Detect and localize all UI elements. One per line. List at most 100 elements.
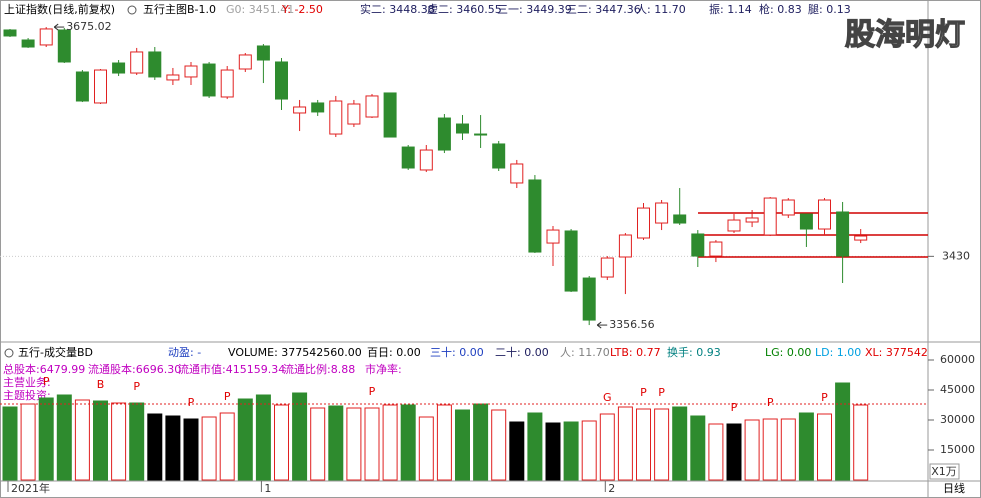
candle-body (854, 235, 868, 241)
x-tick-label: 2 (608, 482, 615, 495)
unit-box (929, 463, 960, 480)
signal-marker: P (369, 385, 376, 398)
volume-bar (853, 404, 869, 481)
volume-bar (74, 399, 90, 481)
candle-body (763, 197, 777, 236)
candle-body (39, 28, 53, 46)
volume-bar (20, 403, 36, 481)
y-tick-label: 15000 (940, 443, 975, 456)
volume-header-item: 百日: 0.00 (367, 346, 421, 359)
volume-bar (744, 419, 760, 481)
volume-bar (762, 418, 778, 481)
volume-bar (93, 400, 108, 481)
signal-marker: P (188, 396, 195, 409)
info-text: 流通比例:8.88 (283, 362, 355, 376)
volume-bar (183, 418, 199, 481)
volume-bar (780, 418, 796, 481)
header-item: Y: -2.50 (281, 3, 323, 16)
candle-body (112, 62, 126, 74)
candle-body (474, 133, 488, 136)
menu-icon[interactable] (4, 348, 14, 358)
volume-bar (455, 409, 470, 481)
volume-bar (2, 406, 18, 481)
volume-bar (255, 394, 271, 481)
volume-bar (581, 420, 597, 481)
signal-marker: P (658, 386, 665, 399)
volume-bar (545, 422, 561, 481)
candle-body (655, 202, 669, 224)
volume-bar (726, 423, 742, 481)
header-item: 上证指数(日线,前复权) (4, 2, 115, 16)
candle-body (275, 61, 288, 100)
volume-bar (237, 398, 253, 481)
candle-body (637, 207, 650, 239)
candle-body (419, 149, 433, 171)
candle-body (745, 217, 759, 223)
candle-body (293, 106, 307, 114)
candle-body (691, 233, 705, 257)
volume-bar (672, 406, 688, 481)
info-text: 市净率: (365, 362, 402, 376)
volume-bar (292, 392, 308, 481)
volume-bar (817, 413, 832, 481)
annotation-arrowhead (53, 23, 59, 31)
candle-body (329, 100, 343, 135)
candle-body (184, 65, 198, 78)
volume-header-item: LD: 1.00 (815, 346, 861, 359)
x-axis-label: 日线 (943, 481, 965, 495)
candle-body (546, 229, 560, 244)
signal-marker: G (603, 391, 612, 404)
header-item: 五行主图B-1.0 (143, 3, 216, 16)
x-tick-label: 1 (264, 482, 271, 495)
volume-bar (328, 405, 344, 481)
candle-body (148, 51, 162, 78)
candle-body (727, 219, 741, 232)
volume-header-item: VOLUME: 377542560.00 (228, 346, 362, 359)
volume-bar (599, 413, 615, 481)
candle-body (21, 39, 35, 48)
volume-bar (835, 382, 851, 481)
volume-bar (56, 394, 72, 481)
candle-body (401, 146, 415, 169)
signal-marker: P (640, 386, 647, 399)
candle-body (383, 92, 397, 138)
volume-bar (563, 421, 579, 481)
volume-bar (219, 412, 235, 481)
candle-body (456, 123, 469, 134)
volume-bar (636, 408, 651, 481)
signal-marker: P (767, 396, 774, 409)
signal-marker: P (43, 375, 50, 388)
volume-header-item: 人: 11.70 (560, 346, 610, 359)
volume-bar (509, 421, 525, 481)
candle-body (166, 74, 180, 81)
candle-body (510, 163, 524, 184)
candle-body (3, 29, 17, 37)
signal-marker: P (133, 380, 140, 393)
header-item: 三一: 3449.39 (497, 3, 572, 16)
watermark: 股海明灯 (845, 18, 965, 53)
annotation-arrowhead (596, 321, 602, 329)
volume-header-item: 动盈: - (168, 346, 201, 359)
menu-icon[interactable] (127, 5, 137, 15)
unit-label: X1万 (931, 465, 957, 478)
header-item: 虚二: 3460.55 (427, 3, 502, 16)
volume-bar (491, 409, 507, 481)
candle-body (220, 69, 234, 98)
volume-bar (129, 402, 145, 481)
y-tick-label: 60000 (940, 353, 975, 366)
candle-body (347, 103, 361, 125)
candle-body (564, 230, 578, 292)
volume-header-item: 五行-成交量BD (18, 345, 93, 359)
candle-body (238, 54, 252, 70)
candle-body (57, 29, 71, 63)
candle-body (130, 51, 144, 74)
volume-bar (527, 412, 543, 481)
candle-body (600, 257, 614, 278)
volume-bar (310, 407, 326, 481)
candle-body (492, 143, 506, 169)
candle-body (256, 45, 270, 61)
candle-body (311, 102, 325, 113)
volume-bar (400, 404, 416, 481)
signal-marker: P (821, 391, 828, 404)
